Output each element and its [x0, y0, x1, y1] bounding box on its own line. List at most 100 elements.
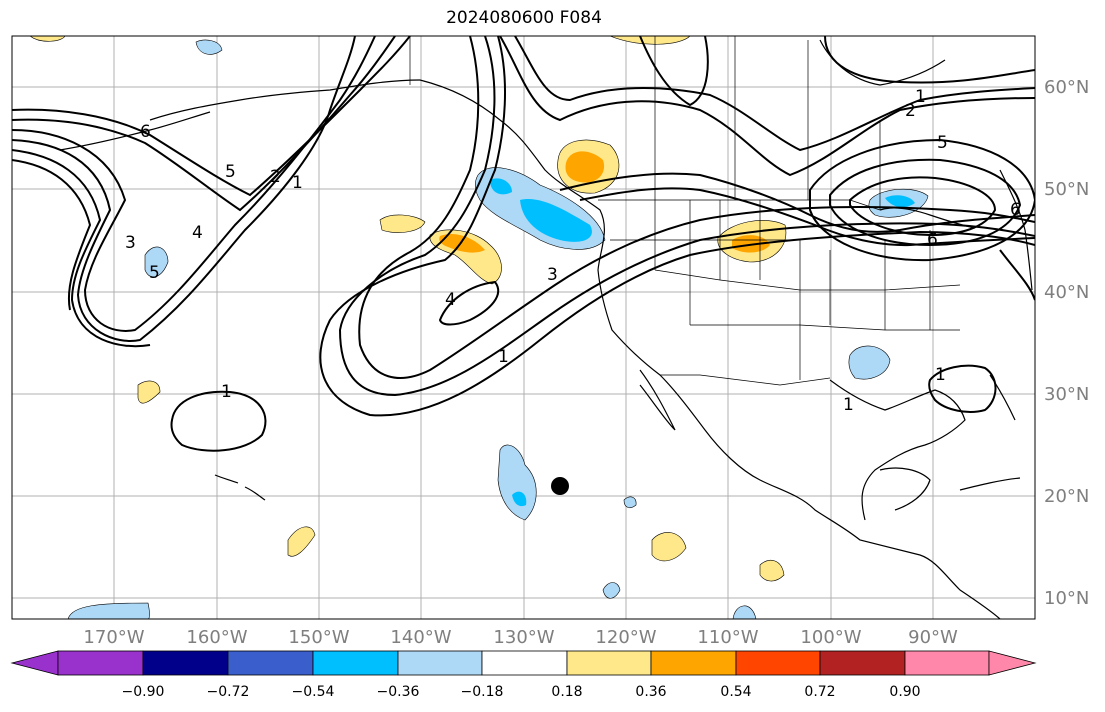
contour-low-mid — [829, 158, 1022, 247]
positive-anomaly-bc-core — [565, 151, 605, 183]
colorbar-tick-label: −0.90 — [122, 684, 165, 700]
contour-trough-2 — [579, 187, 1035, 247]
contour-label: 6 — [927, 230, 938, 250]
lat-label-20n: 20°N — [1044, 486, 1089, 507]
lon-label-110w: 110°W — [697, 627, 758, 648]
contour-hawaii-closed — [170, 390, 267, 452]
colorbar-extend-high — [988, 650, 1037, 676]
contour-lines — [12, 36, 1035, 452]
contour-label: 6 — [140, 122, 151, 142]
alaska-peninsula — [59, 111, 211, 151]
negative-anomaly-aleutian — [195, 39, 223, 55]
contour-label: 3 — [125, 233, 136, 253]
north-america-west-coast — [419, 79, 1001, 619]
contour-1-north-pacific — [12, 36, 411, 197]
positive-anomaly-central — [137, 380, 161, 404]
contour-label: 1 — [915, 87, 926, 107]
colorbar-tick-label: −0.36 — [377, 684, 420, 700]
map-frame — [11, 35, 1036, 620]
lon-label-130w: 130°W — [493, 627, 554, 648]
colorbar-labels: −0.90 −0.72 −0.54 −0.36 −0.18 0.18 0.36 … — [122, 684, 921, 700]
contour-upper-hudson — [639, 36, 709, 107]
colorbar-bin — [566, 650, 652, 676]
contour-ridge-inner — [358, 36, 1035, 379]
lon-label-120w: 120°W — [595, 627, 656, 648]
lon-label-170w: 170°W — [83, 627, 144, 648]
contour-5-loop — [12, 149, 151, 348]
contour-label: 4 — [192, 223, 203, 243]
colorbar-extend-low — [10, 650, 59, 676]
contour-label: 5 — [225, 162, 236, 182]
gulf-of-california — [639, 369, 676, 431]
negative-anomaly-hawaii-north — [144, 246, 169, 278]
contour-4-loop — [12, 36, 356, 342]
florida — [989, 374, 1016, 421]
colorbar-tick-label: 0.90 — [889, 684, 920, 700]
lat-label-40n: 40°N — [1044, 282, 1089, 303]
contour-label: 2 — [905, 101, 916, 121]
contour-label: 1 — [221, 382, 232, 402]
contour-gulf-closed — [928, 364, 997, 413]
coastlines — [59, 39, 1033, 619]
map-title: 2024080600 F084 — [446, 8, 602, 28]
hawaii-islands — [214, 474, 266, 501]
contour-upper-right — [824, 36, 1035, 84]
lat-label-30n: 30°N — [1044, 384, 1089, 405]
colorbar-tick-label: −0.18 — [461, 684, 504, 700]
lat-label-60n: 60°N — [1044, 77, 1089, 98]
lon-label-100w: 100°W — [800, 627, 861, 648]
negative-anomaly-tiny — [623, 496, 637, 509]
positive-anomaly-small-west — [379, 214, 426, 233]
negative-anomaly-bottom-left — [67, 602, 150, 619]
contour-4-closed — [438, 280, 500, 326]
positive-anomaly-mexico-s — [759, 559, 785, 582]
political-borders — [409, 36, 961, 386]
contour-southeast — [999, 249, 1035, 301]
colorbar-tick-label: −0.54 — [292, 684, 335, 700]
colorbar-bin — [904, 650, 990, 676]
colorbar-tick-label: 0.18 — [551, 684, 582, 700]
negative-anomaly-texas — [848, 345, 891, 380]
cuba — [959, 477, 1021, 491]
contour-jet-north-1 — [499, 36, 1035, 177]
latitude-labels: 60°N 50°N 40°N 30°N 20°N 10°N — [1044, 77, 1089, 609]
us-mexico-border — [660, 374, 831, 386]
positive-anomaly-offshore-core — [439, 233, 485, 253]
lat-label-10n: 10°N — [1044, 588, 1089, 609]
colorbar-tick-label: 0.36 — [635, 684, 666, 700]
contour-label: 6 — [1010, 200, 1021, 220]
colorbar-bin — [397, 650, 483, 676]
contour-2-north-pacific — [12, 36, 396, 212]
colorbar-tick-label: 0.54 — [720, 684, 751, 700]
colorbar-bin — [819, 650, 906, 676]
colorbar-bin — [312, 650, 399, 676]
lon-label-160w: 160°W — [186, 627, 247, 648]
contour-label: 1 — [498, 347, 509, 367]
lon-label-150w: 150°W — [288, 627, 349, 648]
contour-6-loop — [12, 159, 92, 311]
negative-anomaly-small — [490, 178, 512, 195]
lon-label-90w: 90°W — [908, 627, 958, 648]
storm-marker — [551, 477, 569, 495]
colorbar — [10, 650, 1037, 676]
contour-labels: 1 2 5 6 5 2 1 3 4 5 6 3 4 1 1 1 1 6 — [125, 87, 1021, 415]
yucatan — [879, 467, 931, 511]
negative-anomaly-greatlakes-core — [885, 195, 915, 208]
contour-label: 4 — [445, 290, 456, 310]
colorbar-bin — [142, 650, 229, 676]
lon-label-140w: 140°W — [390, 627, 451, 648]
colorbar-bin — [57, 650, 144, 676]
contour-jet-north-2 — [514, 36, 1035, 152]
contour-trough-1 — [559, 172, 1035, 233]
colorbar-bin — [650, 650, 737, 676]
colorbar-bin — [735, 650, 821, 676]
contour-label: 5 — [149, 263, 160, 283]
negative-anomaly-vancouver-core — [520, 199, 592, 242]
colorbar-bin — [481, 650, 568, 676]
longitude-labels: 170°W 160°W 150°W 140°W 130°W 120°W 110°… — [83, 627, 958, 648]
colorbar-tick-label: −0.72 — [207, 684, 250, 700]
gulf-of-mexico-coast — [829, 379, 966, 521]
lat-label-50n: 50°N — [1044, 179, 1089, 200]
contour-ridge-outer — [319, 36, 1035, 417]
